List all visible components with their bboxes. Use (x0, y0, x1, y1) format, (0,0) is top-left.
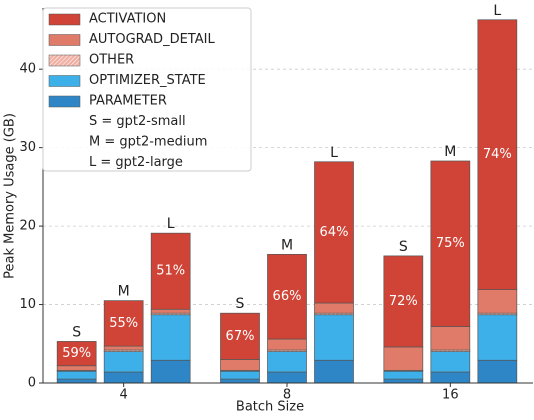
bar-segment (477, 359, 518, 384)
x-tick-label: 4 (120, 388, 128, 403)
bar-label: M (281, 237, 293, 253)
bar-segment (56, 341, 97, 367)
bar-label: L (167, 216, 175, 232)
x-axis-label: Batch Size (236, 400, 304, 415)
value-label: 51% (156, 264, 185, 279)
bar-label: S (399, 239, 408, 255)
bar-label: L (493, 3, 501, 19)
bar-segment (150, 314, 191, 361)
legend-note: L = gpt2-large (89, 155, 183, 170)
legend-swatch (48, 13, 81, 26)
y-tick-label: 0 (28, 376, 36, 391)
bar-segment (383, 346, 424, 371)
legend-note: S = gpt2-small (89, 114, 186, 129)
bar-segment (56, 365, 97, 371)
bar-segment (314, 359, 354, 384)
bar-segment (220, 359, 260, 371)
bar-segment (477, 289, 518, 314)
bar-segment (103, 300, 144, 347)
bar-segment (430, 160, 471, 327)
bar-segment (383, 255, 424, 348)
bar-segment (314, 314, 354, 361)
bar-segment (430, 351, 471, 373)
legend-note: M = gpt2-medium (89, 135, 207, 150)
bar-segment (267, 253, 307, 340)
value-label: 55% (109, 316, 138, 331)
value-label: 66% (273, 289, 302, 304)
legend-label: PARAMETER (89, 94, 167, 109)
legend-label: AUTOGRAD_DETAIL (89, 32, 215, 47)
bar-label: M (444, 144, 456, 160)
legend-swatch (48, 54, 81, 67)
bar-label: M (118, 284, 130, 300)
legend-box (42, 7, 252, 172)
value-label: 75% (436, 236, 465, 251)
y-tick-label: 30 (19, 140, 36, 155)
value-label: 74% (483, 147, 512, 162)
bar-segment (56, 370, 97, 380)
bar-segment (267, 351, 307, 373)
legend-label: ACTIVATION (89, 12, 166, 27)
value-label: 59% (62, 346, 91, 361)
bar-segment (56, 378, 97, 384)
bar-segment (383, 370, 424, 380)
bar-segment (220, 378, 260, 384)
bar-segment (267, 371, 307, 384)
bar-segment (430, 326, 471, 351)
bar-segment (314, 302, 354, 314)
bar-segment (383, 378, 424, 384)
bar-segment (477, 19, 518, 290)
value-label: 67% (226, 329, 255, 344)
bar-segment (150, 308, 191, 314)
bar-label: S (236, 296, 245, 312)
legend-swatch (48, 34, 81, 46)
x-tick-label: 16 (442, 388, 459, 403)
legend-swatch (48, 95, 81, 108)
bar-label: L (330, 145, 338, 161)
bar-segment (430, 371, 471, 384)
bar-label: S (72, 324, 81, 340)
bar-segment (220, 370, 260, 380)
value-label: 64% (320, 225, 349, 240)
bar-segment (103, 371, 144, 384)
legend-swatch (48, 75, 81, 87)
bar-segment (314, 161, 354, 304)
x-tick-label: 8 (283, 388, 291, 403)
legend-label: OTHER (89, 53, 134, 68)
bar-segment (267, 338, 307, 351)
legend: ACTIVATION AUTOGRAD_DETAIL OTHER OPTIMIZER_… (42, 7, 252, 172)
bar-segment (103, 351, 144, 373)
bar-segment (220, 312, 260, 360)
value-label: 72% (389, 294, 418, 309)
y-axis-label: Peak Memory Usage (GB) (3, 113, 18, 279)
y-tick-label: 10 (19, 297, 36, 312)
legend-label: OPTIMIZER_STATE (89, 73, 206, 88)
y-tick-label: 20 (19, 219, 36, 234)
bar-segment (150, 232, 191, 310)
bar-segment (103, 345, 144, 351)
bar-segment (477, 314, 518, 361)
y-tick-label: 40 (19, 62, 36, 77)
bar-segment (150, 359, 191, 384)
